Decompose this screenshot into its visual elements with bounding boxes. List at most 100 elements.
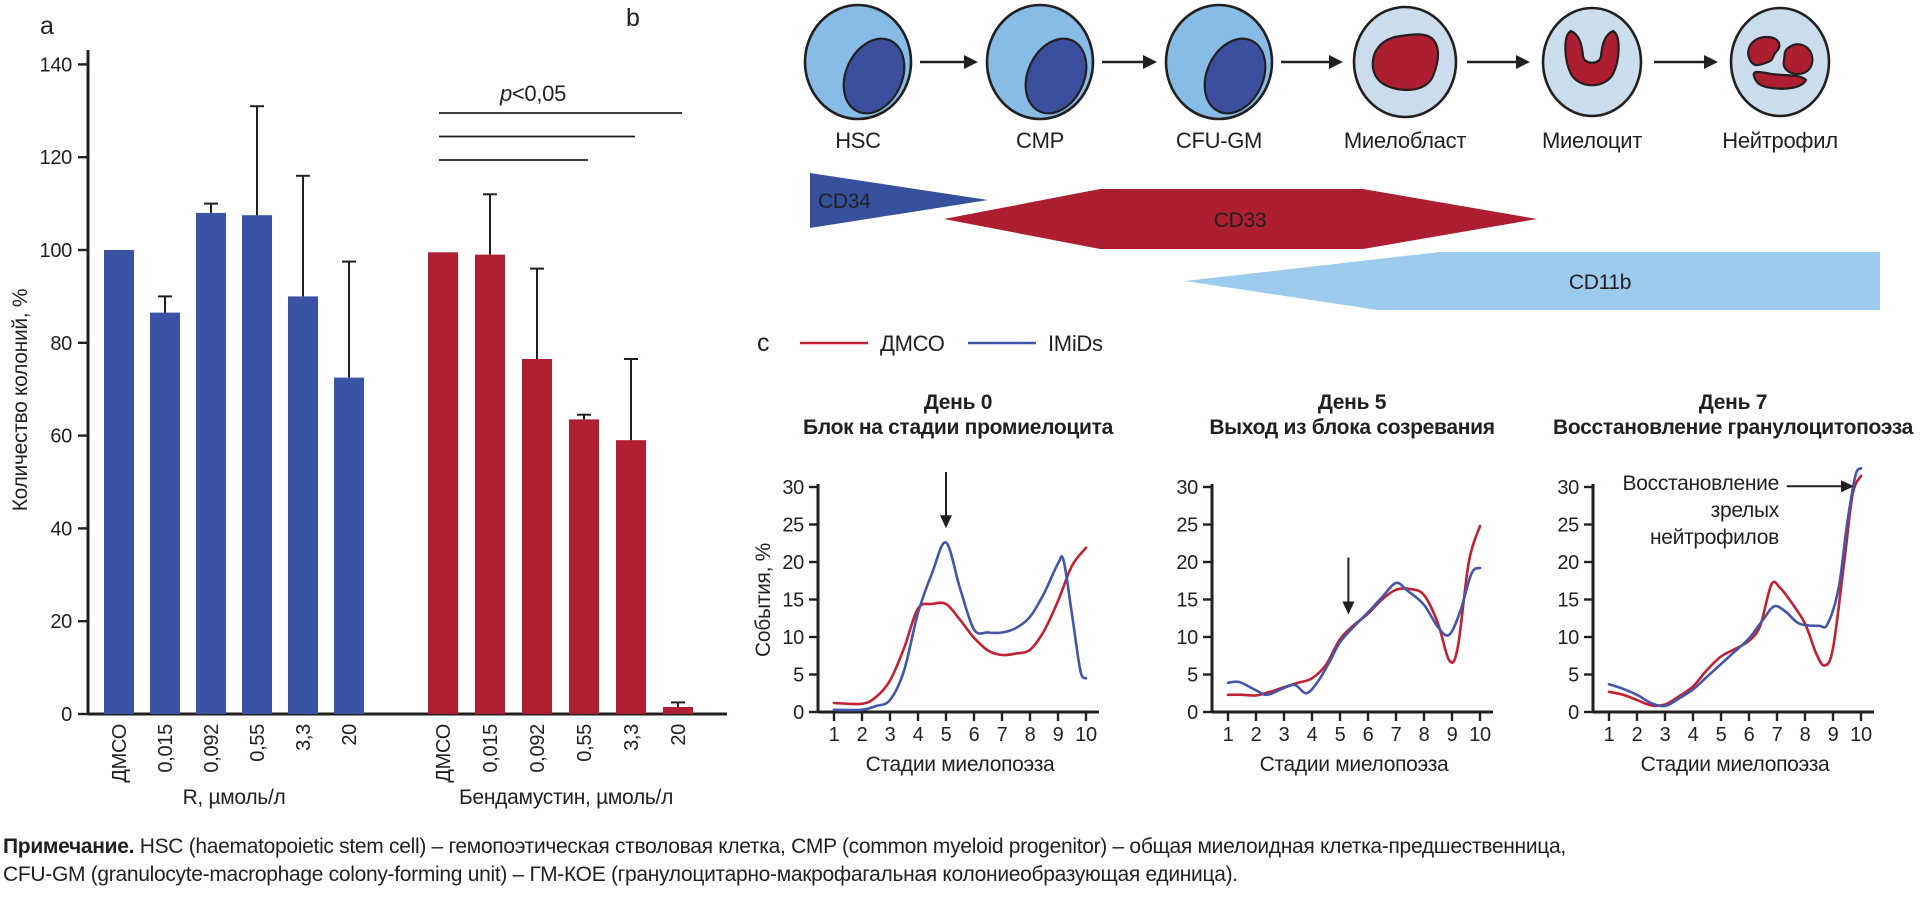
cd11b-label: CD11b bbox=[1569, 271, 1631, 294]
stage-arrow-head bbox=[964, 55, 978, 69]
bar-0,015 bbox=[150, 312, 180, 714]
line-x-tick-label: 2 bbox=[1632, 724, 1643, 746]
note-line-2: CFU-GM (granulocyte-macrophage colony-fo… bbox=[3, 863, 1238, 886]
line-x-tick-label: 8 bbox=[1800, 724, 1811, 746]
cell-label-myeloblast: Миелобласт bbox=[1344, 128, 1466, 153]
cd34-label: CD34 bbox=[818, 190, 871, 213]
bar-x-category-label: 0,55 bbox=[574, 724, 596, 762]
bar-ДМСО bbox=[104, 250, 134, 714]
line-y-tick-label: 30 bbox=[782, 477, 804, 499]
bar-x-category-label: 0,015 bbox=[155, 724, 177, 773]
line-y-tick-label: 5 bbox=[793, 665, 804, 687]
line-y-tick-label: 25 bbox=[782, 515, 804, 537]
line-y-tick-label: 30 bbox=[1557, 477, 1579, 499]
cd33-band bbox=[944, 189, 1537, 249]
bar-3,3 bbox=[616, 440, 646, 714]
note-line-1: Примечание. HSC (haematopoietic stem cel… bbox=[3, 835, 1566, 858]
line-y-tick-label: 10 bbox=[1176, 627, 1198, 649]
line-x-tick-label: 5 bbox=[1335, 724, 1346, 746]
line-x-tick-label: 7 bbox=[1772, 724, 1783, 746]
stage-arrow-head bbox=[1516, 55, 1530, 69]
bar-x-category-label: 3,3 bbox=[293, 724, 315, 751]
bar-group-label-bendamustine: Бендамустин, µмоль/л bbox=[459, 786, 673, 809]
line-y-tick-label: 25 bbox=[1557, 515, 1579, 537]
line-x-tick-label: 10 bbox=[1469, 724, 1491, 746]
line-x-tick-label: 9 bbox=[1053, 724, 1064, 746]
cell-nucleus bbox=[1371, 33, 1440, 92]
line-x-tick-label: 9 bbox=[1828, 724, 1839, 746]
line-x-tick-label: 7 bbox=[997, 724, 1008, 746]
line-x-tick-label: 10 bbox=[1075, 724, 1097, 746]
bar-group-label-r: R, µмоль/л bbox=[183, 786, 286, 809]
line-y-tick-label: 0 bbox=[793, 702, 804, 724]
significance-label: p<0,05 bbox=[499, 81, 566, 106]
bar-y-tick-label: 100 bbox=[40, 240, 73, 262]
line-x-tick-label: 2 bbox=[1251, 724, 1262, 746]
cell-nucleus bbox=[842, 37, 906, 115]
annotation-line-1: Восстановление bbox=[1623, 472, 1779, 495]
bar-0,092 bbox=[522, 359, 552, 714]
bar-y-axis-title: Количество колоний, % bbox=[9, 289, 32, 512]
cell-label-cfu-gm: CFU-GM bbox=[1176, 128, 1262, 153]
cd34-band bbox=[810, 173, 988, 228]
line-x-tick-label: 3 bbox=[1279, 724, 1290, 746]
cell-cmp: CMP bbox=[985, 3, 1095, 153]
annotation-line-2: зрелых bbox=[1711, 499, 1780, 522]
bar-x-category-label: 20 bbox=[668, 724, 690, 746]
chart-day7-title: День 7 bbox=[1699, 391, 1767, 414]
line-x-tick-label: 1 bbox=[1604, 724, 1615, 746]
note-text-1: HSC (haematopoietic stem cell) – гемопоэ… bbox=[134, 835, 1566, 858]
chart-day5-x-title: Стадии миелопоэза bbox=[1260, 753, 1449, 776]
stage-arrow-head bbox=[1704, 55, 1718, 69]
bar-0,015 bbox=[475, 254, 505, 714]
bar-x-category-label: 0,092 bbox=[527, 724, 549, 773]
cell-nucleus bbox=[1203, 37, 1267, 115]
line-x-tick-label: 7 bbox=[1391, 724, 1402, 746]
curve-IMiDs bbox=[1226, 566, 1482, 697]
bar-20 bbox=[334, 377, 364, 714]
panel-c-label: c bbox=[757, 329, 769, 357]
bar-y-tick-label: 140 bbox=[40, 54, 73, 76]
cell-hsc: HSC bbox=[803, 3, 913, 153]
significance-value: <0,05 bbox=[512, 81, 566, 106]
bar-0,55 bbox=[242, 215, 272, 714]
down-arrow-head bbox=[940, 515, 952, 529]
cell-body bbox=[1729, 6, 1831, 118]
cd33-label: CD33 bbox=[1214, 209, 1267, 232]
chart-day7-subtitle: Восстановление гранулоцитопоэза bbox=[1553, 416, 1914, 439]
significance-p: p bbox=[499, 81, 512, 106]
curve-IMiDs bbox=[832, 541, 1088, 712]
bar-y-tick-label: 20 bbox=[50, 611, 72, 633]
bar-x-category-label: 0,092 bbox=[201, 724, 223, 773]
bar-y-tick-label: 120 bbox=[40, 147, 73, 169]
bar-chart-dynamic-layer: 0 20 40 60 80 100 120 140 ДМСО 0,015 0,092 0,55 3,3 2… bbox=[40, 54, 693, 783]
line-x-tick-label: 6 bbox=[1744, 724, 1755, 746]
line-x-tick-label: 5 bbox=[1716, 724, 1727, 746]
line-x-tick-label: 8 bbox=[1025, 724, 1036, 746]
bar-x-category-label: ДМСО bbox=[433, 724, 455, 783]
line-x-tick-label: 4 bbox=[1307, 724, 1318, 746]
bar-x-category-label: 20 bbox=[339, 724, 361, 746]
cell-nucleus bbox=[1747, 35, 1814, 90]
line-y-tick-label: 15 bbox=[1557, 590, 1579, 612]
cell-label-neutrophil: Нейтрофил bbox=[1722, 128, 1838, 153]
line-x-tick-label: 4 bbox=[1688, 724, 1699, 746]
line-y-tick-label: 0 bbox=[1568, 702, 1579, 724]
line-y-tick-label: 10 bbox=[1557, 627, 1579, 649]
panel-a-label: a bbox=[40, 12, 54, 40]
bar-0,092 bbox=[196, 212, 226, 714]
bar-20 bbox=[663, 707, 693, 714]
bar-y-tick-label: 60 bbox=[50, 426, 72, 448]
right-arrow-head bbox=[1841, 480, 1854, 493]
cell-nucleus bbox=[1564, 29, 1620, 87]
cell-neutrophil: Нейтрофил bbox=[1722, 6, 1838, 153]
bar-y-tick-label: 40 bbox=[50, 518, 72, 540]
chart-day0-title: День 0 bbox=[924, 391, 992, 414]
line-x-tick-label: 1 bbox=[1223, 724, 1234, 746]
curve-IMiDs bbox=[1607, 467, 1863, 708]
cell-diagram: HSC CMP CFU-GM Миелобласт Миелоцит bbox=[803, 3, 1838, 153]
